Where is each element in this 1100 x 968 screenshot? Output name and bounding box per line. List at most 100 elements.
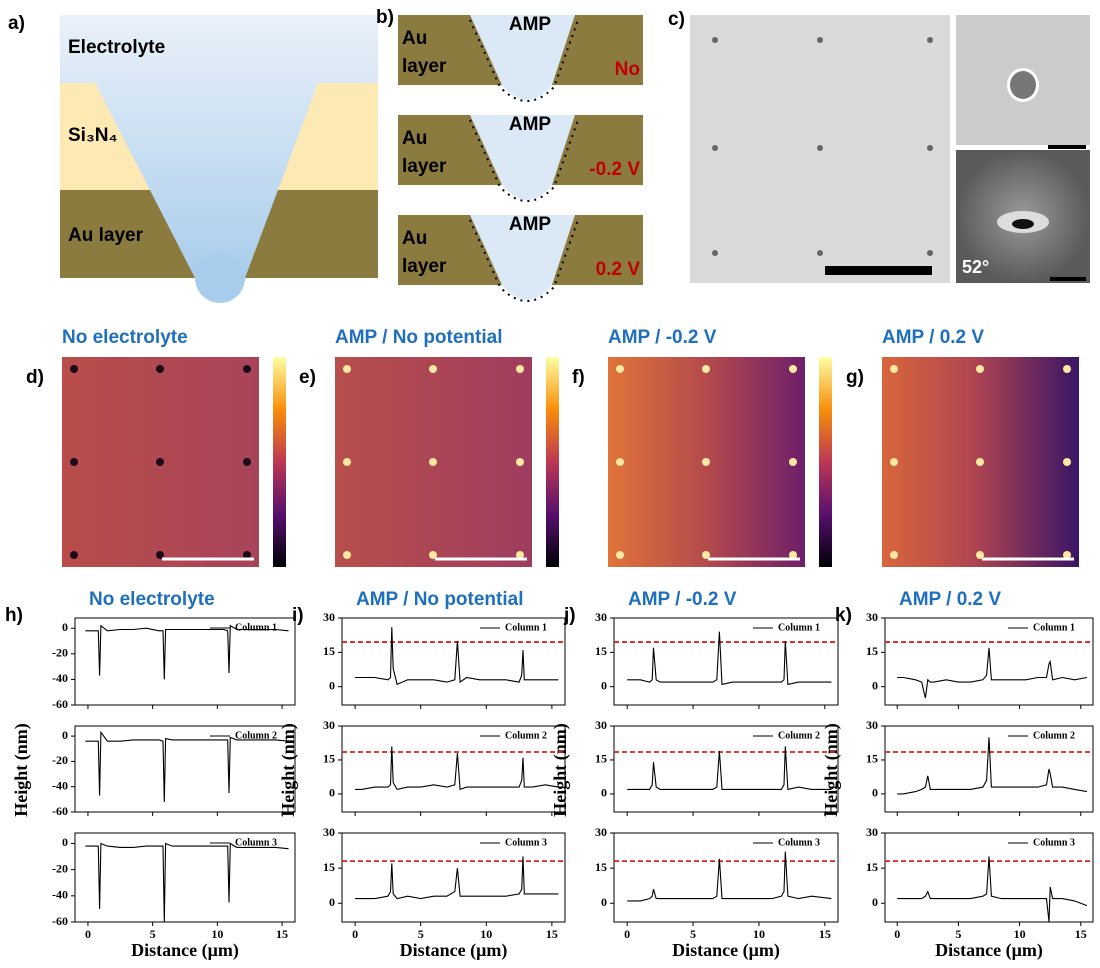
y-tick-label: 30 — [595, 718, 607, 732]
scale-bar — [825, 266, 932, 275]
map-dot — [516, 458, 524, 466]
y-axis-label: Height (nm) — [11, 723, 32, 817]
map-dot — [1063, 551, 1071, 559]
map-dot — [343, 551, 351, 559]
y-tick-label: 30 — [866, 718, 878, 732]
y-tick-label: 30 — [323, 610, 335, 624]
y-tick-label: 0 — [329, 895, 335, 909]
pore — [470, 215, 575, 300]
layer-label: layer — [402, 156, 447, 177]
amp-label: AMP — [509, 114, 552, 135]
map-title: No electrolyte — [62, 327, 188, 348]
potential-label: -0.2 V — [589, 159, 640, 180]
map-dot — [702, 365, 710, 373]
map-dot — [789, 365, 797, 373]
legend-label: Column 3 — [235, 837, 277, 848]
charge — [469, 119, 579, 202]
y-tick-label: -20 — [52, 861, 68, 875]
plot-frame — [74, 832, 296, 923]
x-tick-label: 10 — [480, 927, 492, 941]
map-dot — [702, 458, 710, 466]
y-tick-label: 30 — [866, 825, 878, 839]
legend-label: Column 2 — [235, 730, 277, 741]
plot-frame — [884, 617, 1094, 706]
plot-frame — [613, 832, 839, 923]
map-dot — [890, 458, 898, 466]
plot-frame — [884, 832, 1094, 923]
electrolyte — [60, 15, 378, 278]
x-tick-label: 10 — [1014, 927, 1026, 941]
pore-dot — [817, 250, 823, 256]
au-label: Au — [402, 228, 427, 249]
y-tick-label: -40 — [52, 888, 68, 902]
y-axis-label: Height (nm) — [550, 723, 571, 817]
profile-line — [897, 647, 1088, 699]
y-tick-label: 30 — [595, 825, 607, 839]
map-dot — [343, 365, 351, 373]
profile-title: AMP / No potential — [356, 589, 523, 610]
plot-frame — [341, 832, 566, 923]
map-title: AMP / No potential — [335, 327, 502, 348]
map-title: AMP / -0.2 V — [608, 327, 717, 348]
panel-label: i) — [292, 605, 304, 626]
pore-dot — [712, 250, 718, 256]
map-dot — [429, 458, 437, 466]
potential-label: No — [615, 59, 640, 80]
legend-label: Column 1 — [505, 622, 547, 633]
profile-line — [355, 627, 559, 686]
y-tick-label: 0 — [62, 728, 68, 742]
pore-dot — [712, 145, 718, 151]
map-dot — [789, 458, 797, 466]
y-axis-label: Height (nm) — [821, 723, 842, 817]
tilt-label: 52° — [962, 257, 989, 277]
map-dot — [890, 365, 898, 373]
map-dot — [890, 551, 898, 559]
x-tick-label: 0 — [352, 927, 358, 941]
y-tick-label: -40 — [52, 778, 68, 792]
y-tick-label: 15 — [323, 752, 335, 766]
au-label: Au — [402, 28, 427, 49]
layer-label: layer — [402, 56, 447, 77]
y-tick-label: 15 — [323, 860, 335, 874]
panel-label: e) — [299, 367, 316, 388]
y-tick-label: 0 — [62, 620, 68, 634]
map-dot — [516, 365, 524, 373]
x-axis-label: Distance (μm) — [935, 940, 1043, 961]
y-tick-label: -20 — [52, 646, 68, 660]
au-label: Au layer — [68, 225, 144, 246]
y-tick-label: 0 — [601, 895, 607, 909]
profile-line — [355, 856, 559, 900]
plot-frame — [613, 617, 839, 706]
legend-label: Column 1 — [778, 622, 820, 633]
map-dot — [70, 551, 78, 559]
panel-label: h) — [5, 605, 23, 626]
y-tick-label: 30 — [866, 610, 878, 624]
y-tick-label: 0 — [872, 895, 878, 909]
map-dot — [156, 551, 164, 559]
amp-label: AMP — [509, 14, 552, 35]
x-tick-label: 15 — [819, 927, 831, 941]
pore-dot — [712, 37, 718, 43]
panel-label: f) — [572, 367, 585, 388]
legend-label: Column 2 — [778, 730, 820, 741]
layer-label: layer — [402, 256, 447, 277]
map-dot — [616, 551, 624, 559]
y-tick-label: 0 — [62, 835, 68, 849]
x-tick-label: 5 — [150, 927, 156, 941]
map-dot — [616, 365, 624, 373]
y-tick-label: 0 — [872, 678, 878, 692]
scale-bar — [1048, 145, 1086, 149]
legend-label: Column 1 — [1033, 622, 1075, 633]
x-tick-label: 5 — [418, 927, 424, 941]
y-tick-label: 15 — [866, 644, 878, 658]
pore-dot — [927, 250, 933, 256]
y-tick-label: -20 — [52, 753, 68, 767]
profile-line — [897, 737, 1087, 795]
legend-label: Column 1 — [235, 622, 277, 633]
y-tick-label: 15 — [595, 752, 607, 766]
map-dot — [976, 365, 984, 373]
potential-label: 0.2 V — [596, 259, 641, 280]
plot-frame — [884, 725, 1094, 813]
map-dot — [702, 551, 710, 559]
